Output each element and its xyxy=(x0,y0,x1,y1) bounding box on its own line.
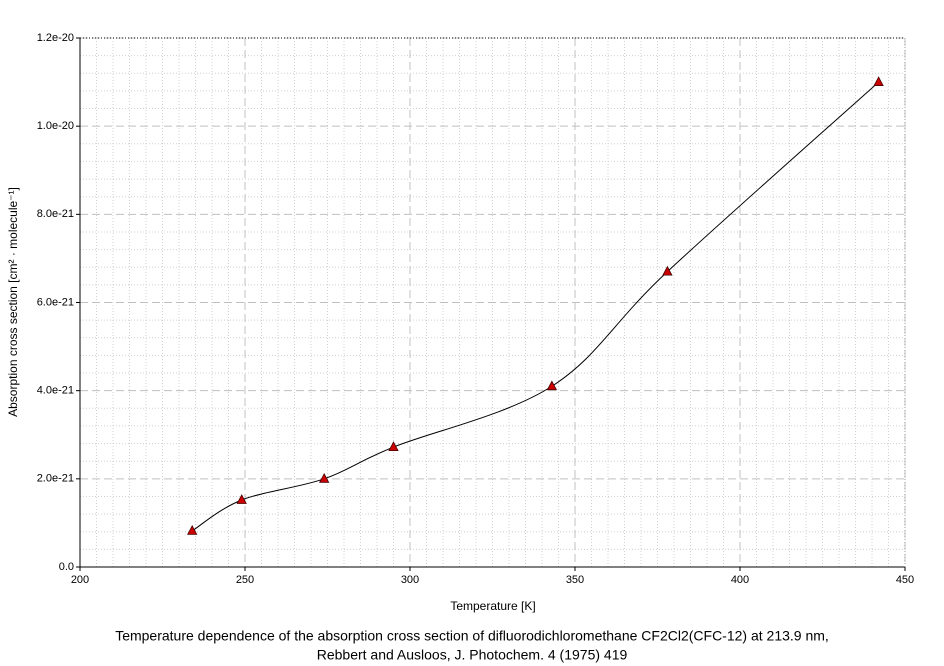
x-tick-label: 250 xyxy=(236,574,254,586)
curve xyxy=(191,81,879,532)
x-tick-label: 300 xyxy=(401,574,419,586)
caption-line: Rebbert and Ausloos, J. Photochem. 4 (19… xyxy=(317,647,628,663)
marker xyxy=(187,524,198,535)
marker xyxy=(319,472,330,483)
y-tick-label: 8.0e-21 xyxy=(37,208,74,220)
x-tick-label: 400 xyxy=(731,574,749,586)
x-tick-label: 350 xyxy=(566,574,584,586)
x-tick-label: 200 xyxy=(71,574,89,586)
y-tick-label: 2.0e-21 xyxy=(37,473,74,485)
x-axis-label: Temperature [K] xyxy=(450,599,535,613)
y-tick-label: 0.0 xyxy=(59,561,74,573)
y-tick-label: 1.0e-20 xyxy=(37,120,74,132)
y-tick-label: 4.0e-21 xyxy=(37,385,74,397)
y-axis-label: Absorption cross section [cm² · molecule… xyxy=(6,187,20,417)
marker xyxy=(236,494,247,504)
caption-line: Temperature dependence of the absorption… xyxy=(115,628,829,644)
y-tick-label: 1.2e-20 xyxy=(37,32,74,44)
marker xyxy=(388,441,399,451)
x-tick-label: 450 xyxy=(896,574,914,586)
y-tick-label: 6.0e-21 xyxy=(37,296,74,308)
marker xyxy=(873,76,884,86)
marker xyxy=(546,380,558,391)
marker xyxy=(662,265,673,276)
